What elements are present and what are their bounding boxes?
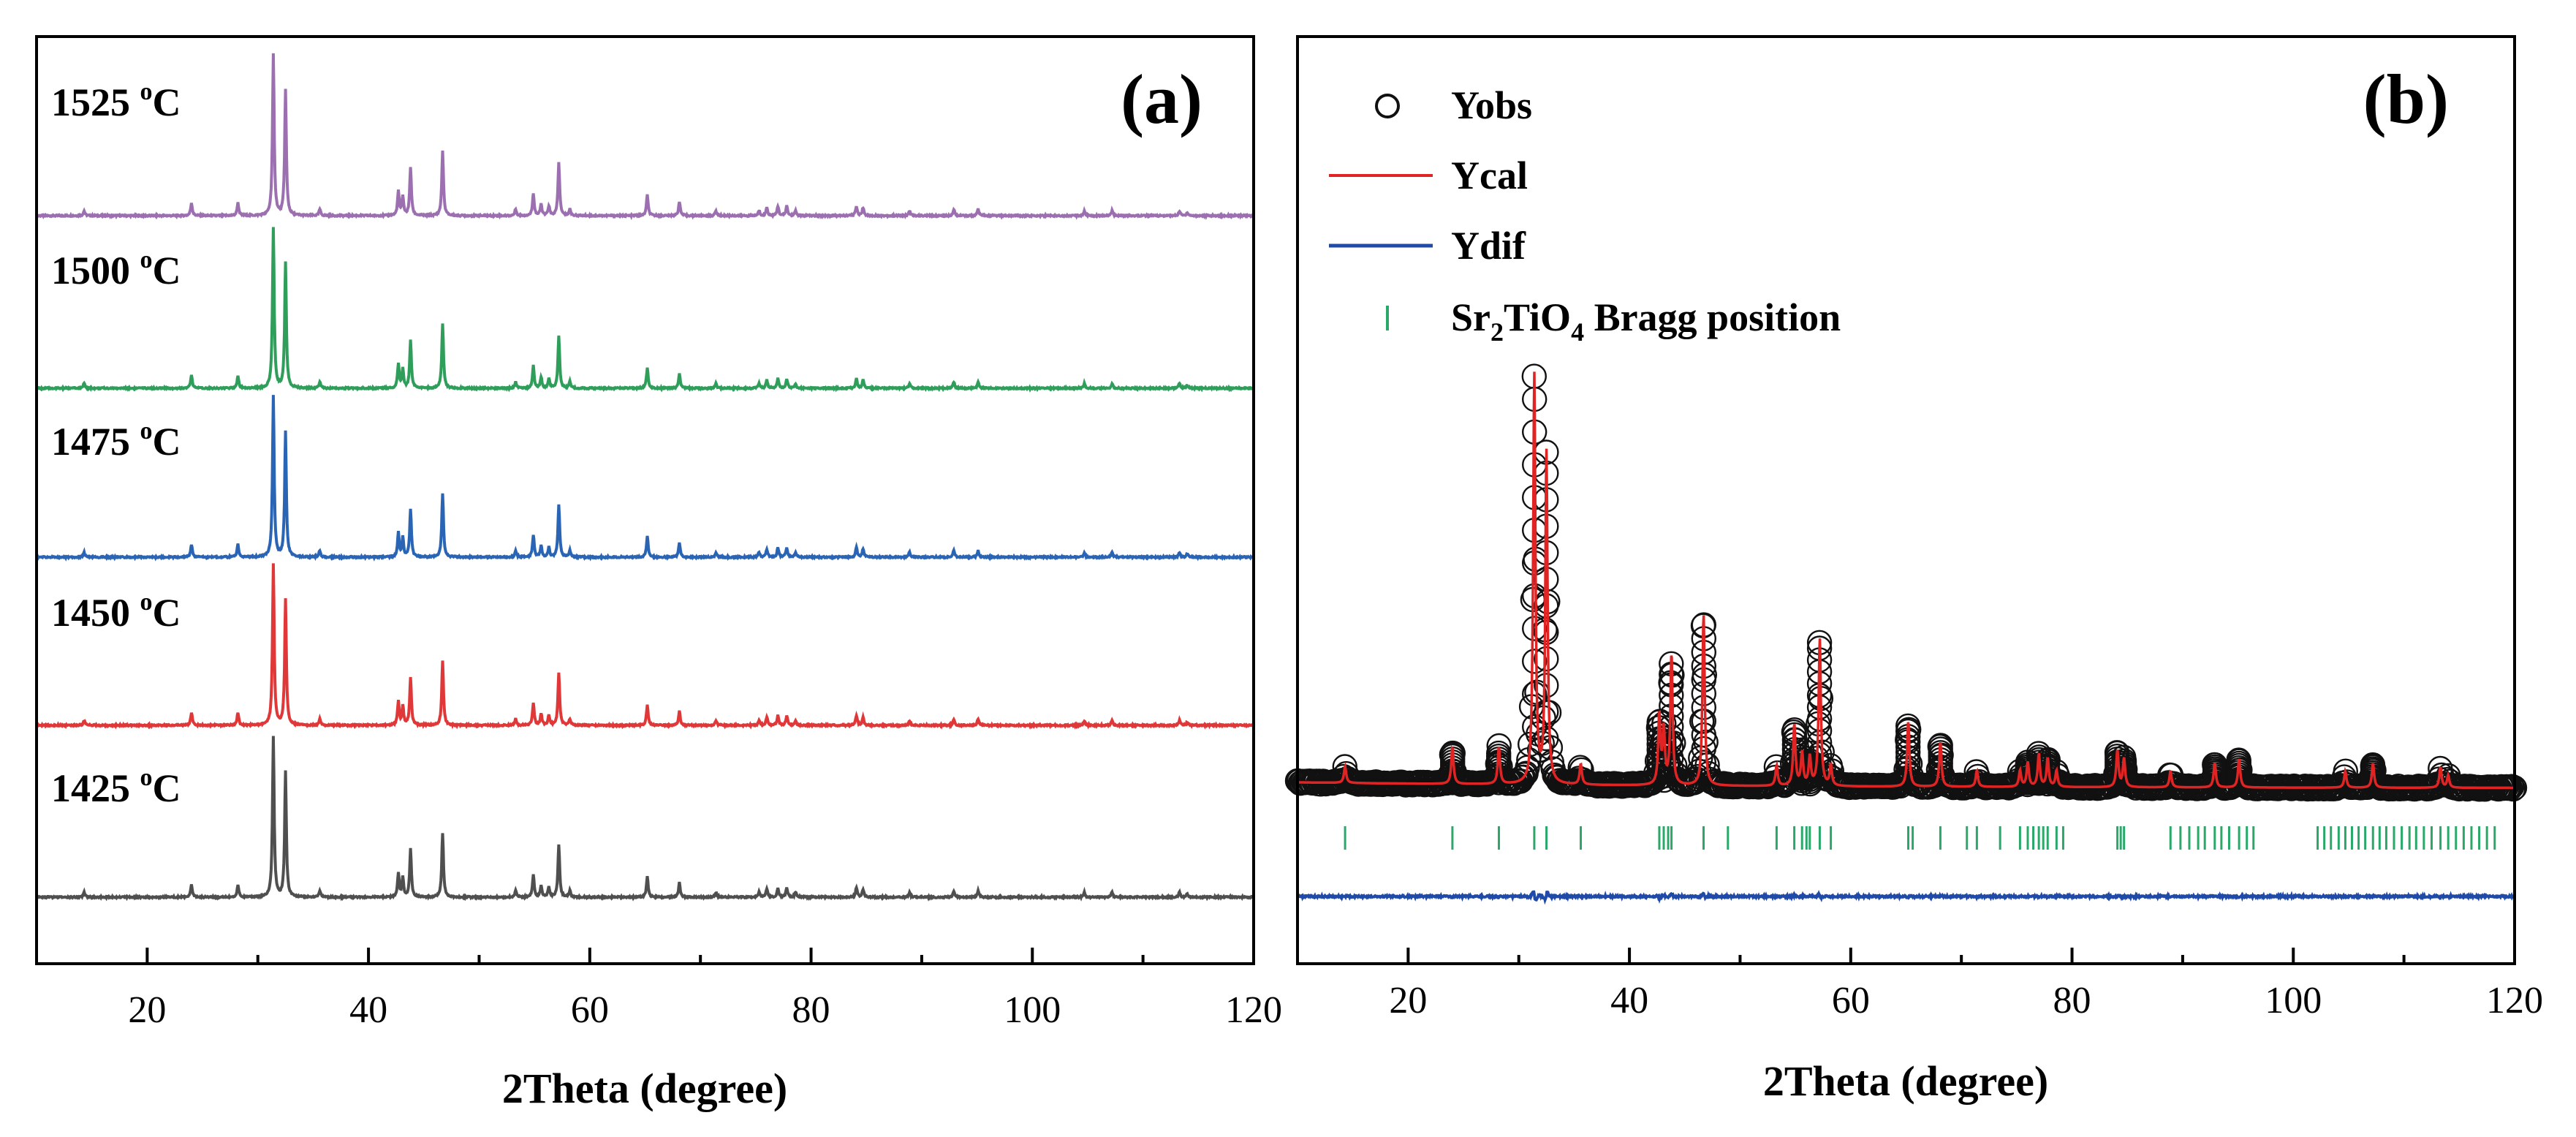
panel-a-frame [35,35,1255,965]
yobs-point [1534,699,1559,725]
series-label-1500: 1500 oC [51,246,181,292]
legend-entry-bragg: Sr2TiO4 Bragg position [1386,295,1841,347]
panel-a-tick-label-40: 40 [349,989,387,1031]
svg-text:1475 oC: 1475 oC [51,418,181,464]
panel-b-x-ticks: 20 40 60 80 100 120 [1296,948,2543,1021]
bragg-ticks [1344,826,2496,850]
series-line-1425 [36,736,1255,902]
yobs-point [1534,673,1559,698]
panel-a-x-ticks: 20 40 60 80 100 120 [35,948,1282,1031]
panel-b-tick-label-20: 20 [1389,980,1427,1021]
yobs-point [1659,745,1684,771]
panel-b-tick-label-100: 100 [2265,980,2322,1021]
legend-ycal-label: Ycal [1451,154,1528,197]
panel-b-tick-label-120: 120 [2486,980,2543,1021]
yobs-point [1659,755,1684,782]
yobs-point [1691,709,1717,734]
panel-a-tick-label-20: 20 [128,989,166,1031]
panel-a-tick-label-60: 60 [571,989,609,1031]
panel-a-tick-label-120: 120 [1225,989,1282,1031]
legend-entry-ydif: Ydif [1329,224,1526,268]
legend-ydif-label: Ydif [1451,224,1526,268]
panel-b-marks-group [1284,363,2528,905]
panel-a-x-axis-label: 2Theta (degree) [502,1065,787,1112]
panel-b-legend: Yobs Ycal Ydif Sr2TiO4 Bragg position [1329,83,1841,347]
legend-yobs-marker [1375,94,1400,118]
series-line-1500 [35,227,1254,393]
yobs-point [1534,646,1559,672]
panel-b-frame [1296,35,2516,965]
svg-text:1500 oC: 1500 oC [51,246,181,292]
yobs-point [1534,725,1559,752]
panel-b-label: (b) [2363,60,2449,138]
panel-b-x-axis-label: 2Theta (degree) [1763,1057,2048,1105]
svg-text:1425 oC: 1425 oC [51,764,181,810]
legend-yobs-label: Yobs [1451,83,1532,127]
legend-entry-yobs: Yobs [1375,83,1532,127]
panel-a-tick-label-80: 80 [792,989,830,1031]
series-line-1525 [35,53,1255,221]
ycal-line [1298,371,2515,790]
series-label-1475: 1475 oC [51,418,181,464]
legend-bragg-label: Sr2TiO4 Bragg position [1451,295,1841,347]
panel-b-tick-label-60: 60 [1832,980,1870,1021]
yobs-points [1284,363,2528,802]
yobs-point [1691,749,1717,775]
panel-a-series-group [35,53,1255,902]
panel-b-tick-label-40: 40 [1610,980,1648,1021]
series-label-1425: 1425 oC [51,764,181,810]
yobs-point [1895,766,1921,791]
yobs-point [1521,649,1548,674]
svg-text:1450 oC: 1450 oC [51,589,181,635]
panel-b-tick-label-80: 80 [2053,980,2091,1021]
yobs-point [1691,722,1717,748]
series-line-1475 [35,395,1255,562]
panel-b: 20 40 60 80 100 120 (b) Yobs Ycal Ydif Sr2TiO… [1284,35,2543,1105]
panel-a-tick-label-100: 100 [1004,989,1061,1031]
series-label-1525: 1525 oC [51,78,181,124]
yobs-point [1691,736,1717,762]
ydif-line [1296,890,2515,905]
yobs-point [1895,760,1921,786]
svg-text:1525 oC: 1525 oC [51,78,181,124]
legend-entry-ycal: Ycal [1329,154,1528,197]
series-line-1450 [35,563,1254,730]
series-label-1450: 1450 oC [51,589,181,635]
yobs-point [1659,735,1684,760]
panel-a: 20 40 60 80 100 120 (a) 1525 oC 1500 oC 1475 … [35,35,1282,1112]
panel-a-label: (a) [1121,60,1202,138]
